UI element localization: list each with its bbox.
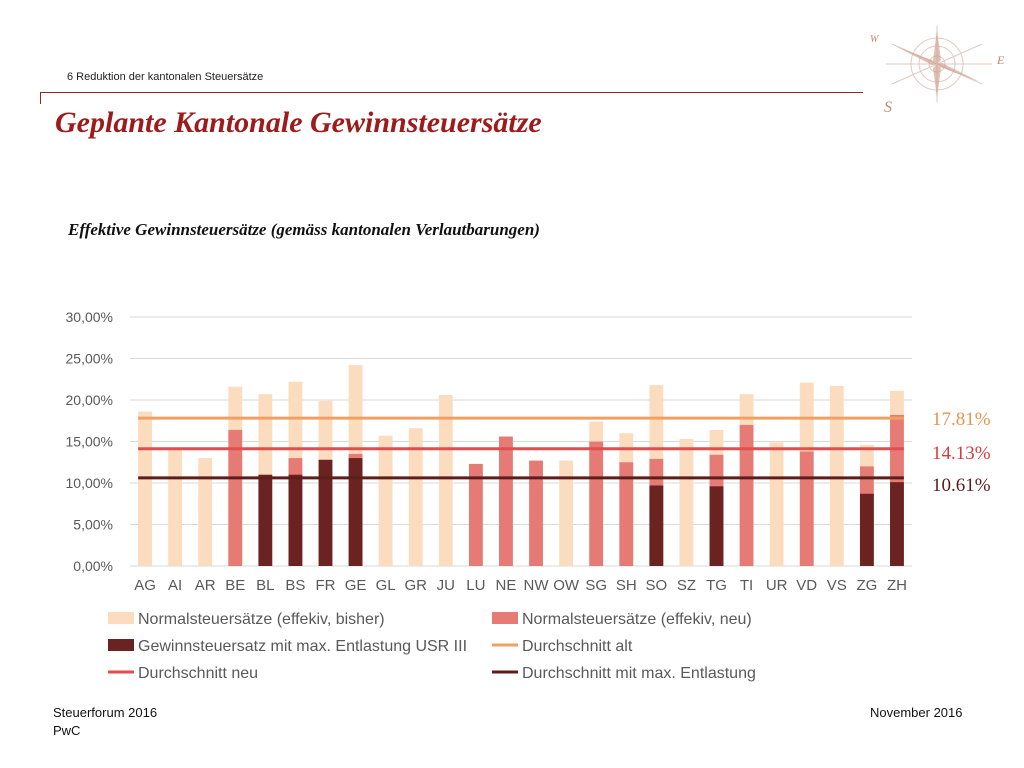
- bar-bisher-ag: [138, 411, 152, 566]
- bar-bisher-ow: [559, 460, 574, 566]
- annotation-avg-max: 10.61%: [932, 475, 991, 496]
- bar-neu-nw: [529, 460, 543, 566]
- y-tick-label: 25,00%: [66, 351, 113, 367]
- legend-item-avg-neu-label: Durchschnitt neu: [138, 665, 258, 682]
- bar-neu-ne: [499, 436, 513, 566]
- legend-item-usr-label: Gewinnsteuersatz mit max. Entlastung USR…: [138, 638, 467, 655]
- header-divider-tick: [40, 92, 41, 104]
- annotation-avg-neu: 14.13%: [932, 443, 991, 464]
- bar-neu-be: [228, 429, 243, 566]
- compass-letter-s: S: [884, 99, 892, 116]
- x-tick-label: TI: [740, 577, 753, 594]
- legend-item-neu-swatch: [492, 612, 518, 624]
- y-tick-label: 15,00%: [66, 434, 113, 450]
- x-tick-label: FR: [316, 577, 336, 594]
- bar-usr-ge: [348, 458, 363, 566]
- compass-rose-icon: W E S: [870, 26, 1005, 116]
- bar-bisher-ai: [168, 448, 183, 566]
- x-tick-label: BS: [285, 577, 305, 594]
- legend-item-bisher-swatch: [108, 612, 134, 624]
- legend-item-avg-alt-label: Durchschnitt alt: [522, 638, 633, 655]
- x-tick-label: GE: [345, 577, 367, 594]
- annotation-avg-alt: 17.81%: [932, 409, 991, 430]
- bar-bisher-ar: [198, 458, 213, 566]
- compass-letter-e: E: [996, 53, 1005, 67]
- x-tick-label: LU: [466, 577, 485, 594]
- compass-letter-w: W: [870, 34, 880, 45]
- bar-neu-lu: [468, 463, 483, 566]
- bar-usr-fr: [318, 459, 333, 566]
- page-title: Geplante Kantonale Gewinnsteuersätze: [55, 106, 542, 139]
- bar-usr-zg: [859, 493, 874, 566]
- x-tick-label: BE: [225, 577, 245, 594]
- header-divider: [40, 92, 863, 93]
- x-tick-label: GR: [404, 577, 427, 594]
- bar-usr-tg: [709, 486, 724, 566]
- legend-item-neu-label: Normalsteuersätze (effekiv, neu): [522, 611, 752, 628]
- x-tick-label: AG: [134, 577, 156, 594]
- x-tick-label: OW: [553, 577, 580, 594]
- y-tick-label: 0,00%: [73, 558, 113, 574]
- bar-bisher-gl: [378, 435, 393, 566]
- x-tick-label: ZG: [856, 577, 877, 594]
- x-tick-label: VD: [796, 577, 817, 594]
- bar-bisher-ju: [438, 395, 453, 566]
- bar-neu-ti: [739, 424, 754, 566]
- footer-date: November 2016: [870, 705, 963, 720]
- x-tick-label: NW: [524, 577, 550, 594]
- y-tick-label: 20,00%: [66, 392, 113, 408]
- x-tick-label: SO: [646, 577, 668, 594]
- bar-bisher-vs: [829, 385, 844, 566]
- x-tick-label: UR: [766, 577, 788, 594]
- y-tick-label: 10,00%: [66, 475, 113, 491]
- x-tick-label: NE: [496, 577, 517, 594]
- x-tick-label: GL: [376, 577, 396, 594]
- x-tick-label: TG: [706, 577, 727, 594]
- x-tick-label: BL: [256, 577, 274, 594]
- x-tick-label: AI: [168, 577, 182, 594]
- bar-bisher-gr: [408, 428, 423, 566]
- x-tick-label: JU: [437, 577, 455, 594]
- x-tick-label: SH: [616, 577, 637, 594]
- legend-item-usr-swatch: [108, 639, 134, 651]
- footer-company: PwC: [53, 723, 81, 738]
- bar-usr-bs: [288, 474, 303, 566]
- bar-neu-vd: [799, 451, 814, 566]
- x-tick-label: SZ: [677, 577, 696, 594]
- bar-usr-so: [649, 485, 664, 566]
- x-tick-label: SG: [585, 577, 607, 594]
- x-tick-label: AR: [195, 577, 216, 594]
- section-label: 6 Reduktion der kantonalen Steuersätze: [67, 71, 264, 83]
- y-tick-label: 5,00%: [73, 517, 113, 533]
- bar-neu-sh: [619, 462, 634, 566]
- footer-event: Steuerforum 2016: [53, 705, 158, 720]
- y-tick-label: 30,00%: [66, 309, 113, 325]
- bar-usr-zh: [890, 482, 904, 566]
- bar-bisher-ur: [769, 442, 784, 566]
- bar-bisher-sz: [679, 439, 694, 566]
- x-tick-label: ZH: [887, 577, 907, 594]
- legend-item-bisher-label: Normalsteuersätze (effekiv, bisher): [138, 611, 385, 628]
- chart-subtitle: Effektive Gewinnsteuersätze (gemäss kant…: [68, 220, 540, 239]
- x-tick-label: VS: [827, 577, 847, 594]
- legend-item-avg-max-label: Durchschnitt mit max. Entlastung: [522, 665, 756, 682]
- bar-neu-sg: [589, 441, 604, 566]
- bar-usr-bl: [258, 474, 273, 566]
